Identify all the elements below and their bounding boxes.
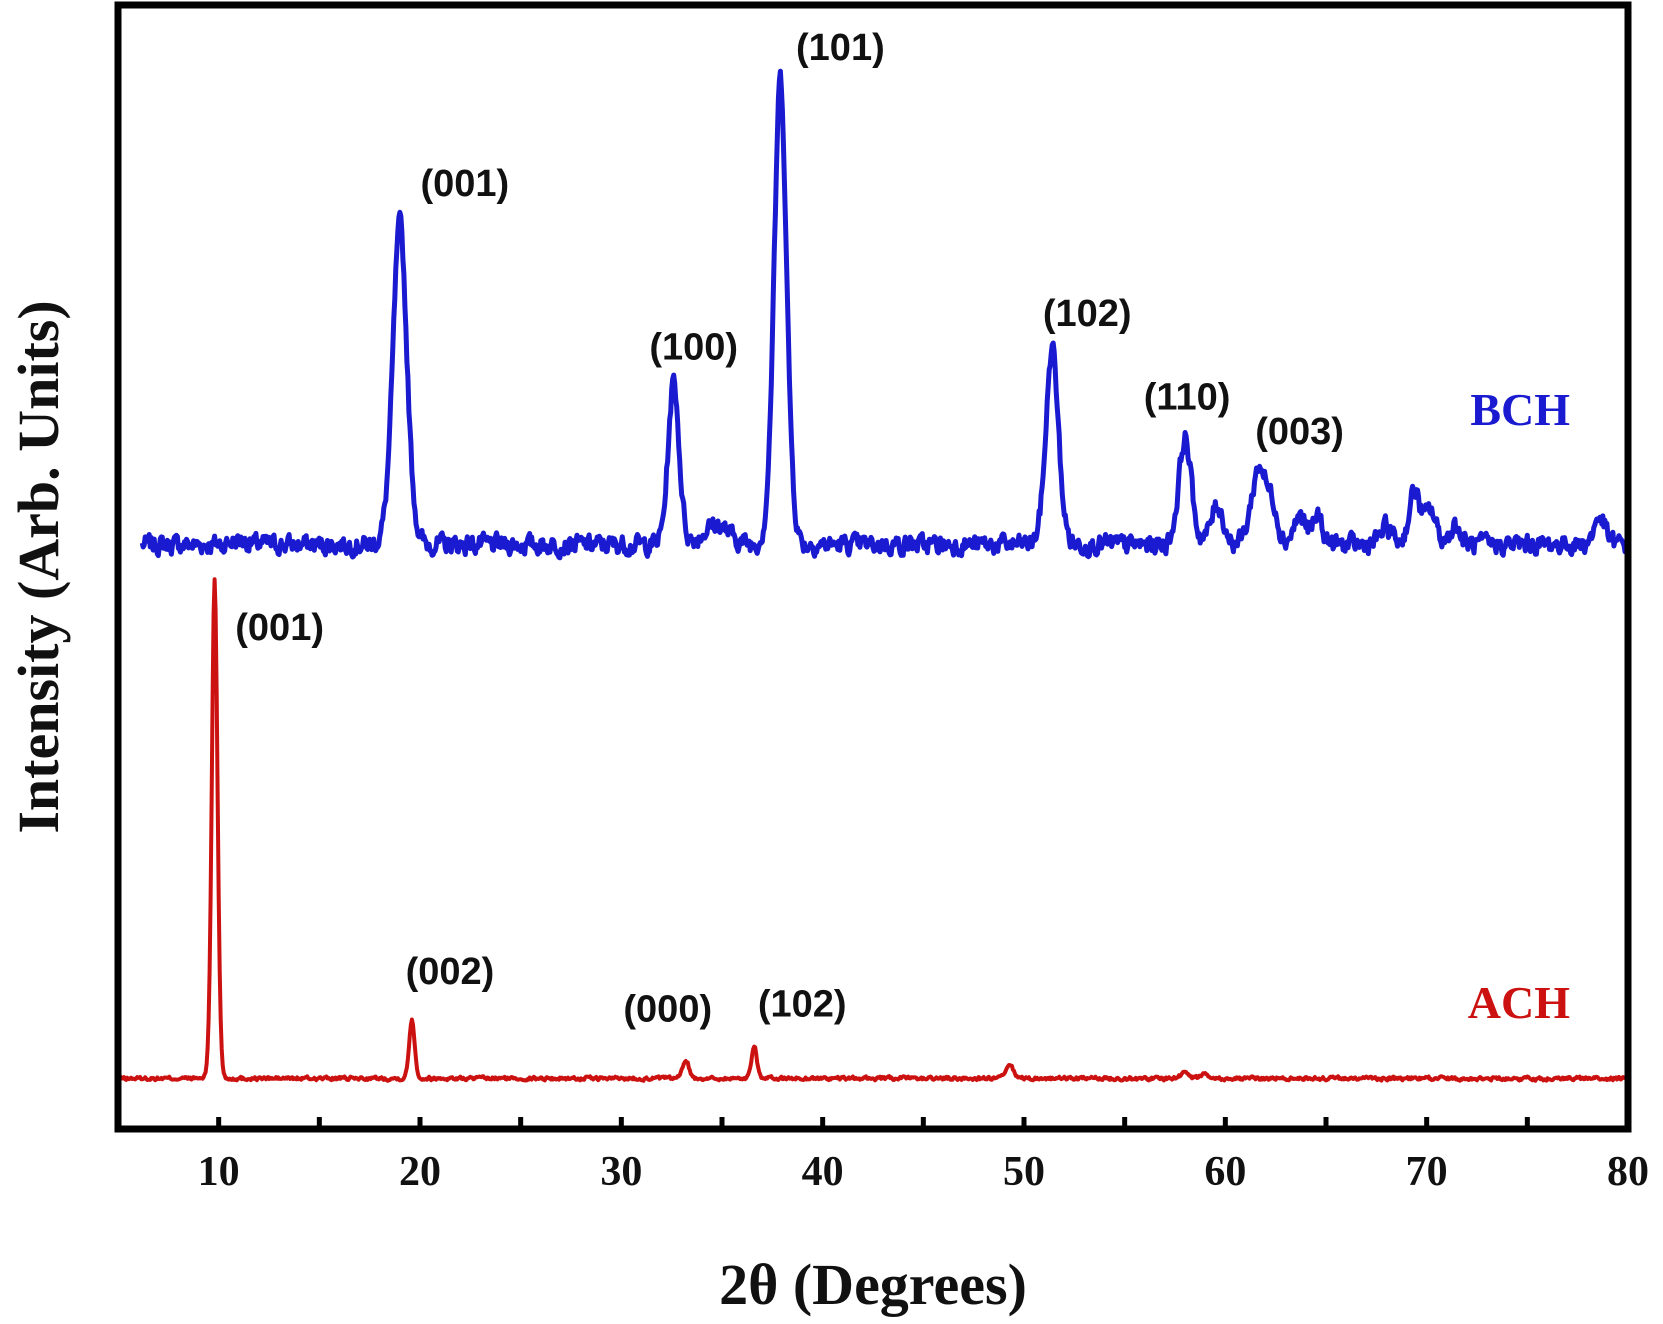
x-tick-label: 30 <box>600 1149 642 1195</box>
peak-label-bch: (102) <box>1043 293 1132 335</box>
y-axis-title: Intensity (Arb. Units) <box>6 300 71 833</box>
peak-label-ach: (002) <box>406 951 495 993</box>
series-name-labels: BCH ACH <box>1468 384 1570 1028</box>
x-tick-label: 60 <box>1204 1149 1246 1195</box>
peak-label-ach: (001) <box>235 607 324 649</box>
plot-frame <box>114 1 1632 1133</box>
series-layer <box>117 68 1631 1083</box>
x-tick-label: 80 <box>1607 1149 1649 1195</box>
series-name-bch: BCH <box>1470 384 1570 435</box>
peak-label-bch: (101) <box>796 27 885 69</box>
peak-label-bch: (003) <box>1255 411 1344 453</box>
peak-label-ach: (000) <box>623 988 712 1030</box>
x-axis-title: 2θ (Degrees) <box>719 1252 1027 1317</box>
x-tick-label: 50 <box>1003 1149 1045 1195</box>
peak-label-bch: (001) <box>421 163 510 205</box>
annotation-layer: (001) (100) (101) (102) (110) (003) (001) (002)… <box>235 27 1344 1030</box>
peak-label-ach: (102) <box>758 984 847 1026</box>
peak-label-bch: (100) <box>649 327 738 369</box>
series-line-ach <box>117 577 1630 1083</box>
x-tick-label: 20 <box>399 1149 441 1195</box>
x-axis-ticks <box>115 1117 1631 1129</box>
x-axis-tick-labels: 10 20 30 40 50 60 70 80 <box>198 1149 1649 1195</box>
series-line-bch <box>139 68 1631 561</box>
x-tick-label: 10 <box>198 1149 240 1195</box>
series-name-ach: ACH <box>1468 977 1570 1028</box>
peak-label-bch: (110) <box>1144 377 1231 419</box>
x-tick-label: 70 <box>1406 1149 1448 1195</box>
x-tick-label: 40 <box>802 1149 844 1195</box>
